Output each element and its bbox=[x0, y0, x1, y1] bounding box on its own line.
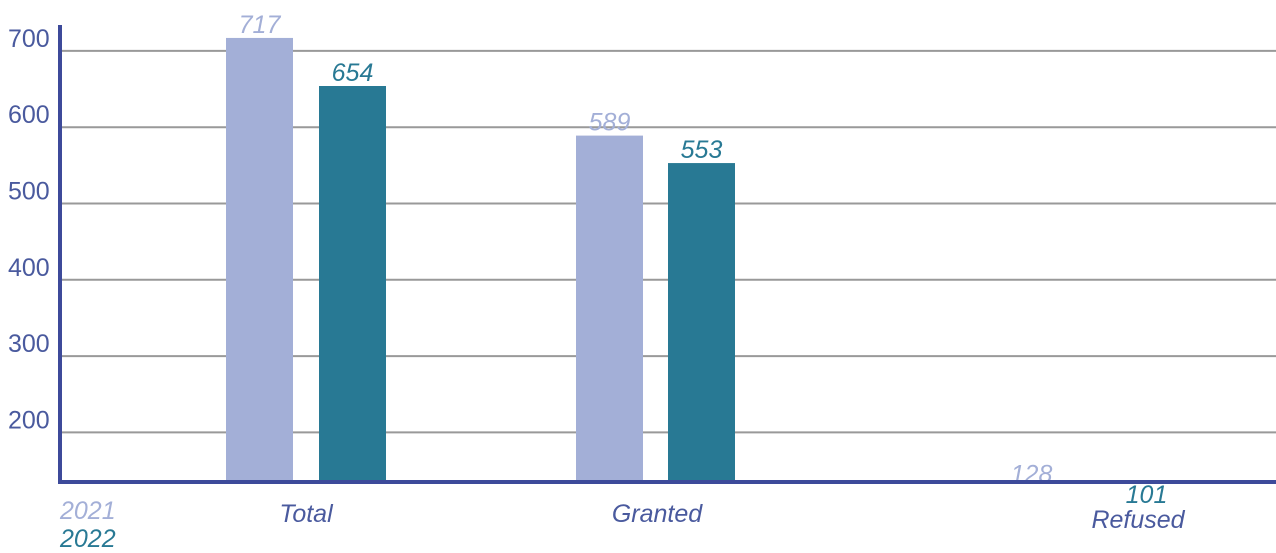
bar-granted-2022 bbox=[668, 163, 735, 483]
value-label-granted-2021: 589 bbox=[589, 109, 631, 137]
value-label-refused-2022: 101 bbox=[1126, 481, 1168, 509]
legend: 2021 2022 bbox=[60, 497, 116, 553]
category-label-total: Total bbox=[279, 500, 334, 528]
value-label-granted-2022: 553 bbox=[681, 136, 723, 164]
legend-entry-2022: 2022 bbox=[60, 525, 116, 553]
y-tick-label: 200 bbox=[8, 406, 50, 434]
bar-total-2021 bbox=[226, 37, 293, 483]
category-labels: Total Granted Refused bbox=[279, 500, 1185, 534]
bars bbox=[226, 37, 735, 483]
category-label-granted: Granted bbox=[612, 500, 703, 528]
y-tick-label: 400 bbox=[8, 254, 50, 282]
y-tick-label: 700 bbox=[8, 25, 50, 53]
legend-entry-2021: 2021 bbox=[60, 497, 116, 525]
y-tick-label: 500 bbox=[8, 178, 50, 206]
y-tick-label: 300 bbox=[8, 330, 50, 358]
y-tick-label: 600 bbox=[8, 101, 50, 129]
category-label-refused: Refused bbox=[1091, 506, 1185, 534]
value-label-total-2021: 717 bbox=[239, 11, 282, 39]
bar-granted-2021 bbox=[576, 135, 643, 482]
axes bbox=[58, 25, 1276, 484]
bar-total-2022 bbox=[319, 86, 386, 483]
value-labels: 717 654 589 553 128 101 bbox=[239, 11, 1168, 509]
value-label-refused-2021: 128 bbox=[1011, 460, 1053, 488]
value-label-total-2022: 654 bbox=[332, 59, 374, 87]
y-tick-labels: 200 300 400 500 600 700 bbox=[8, 25, 50, 435]
